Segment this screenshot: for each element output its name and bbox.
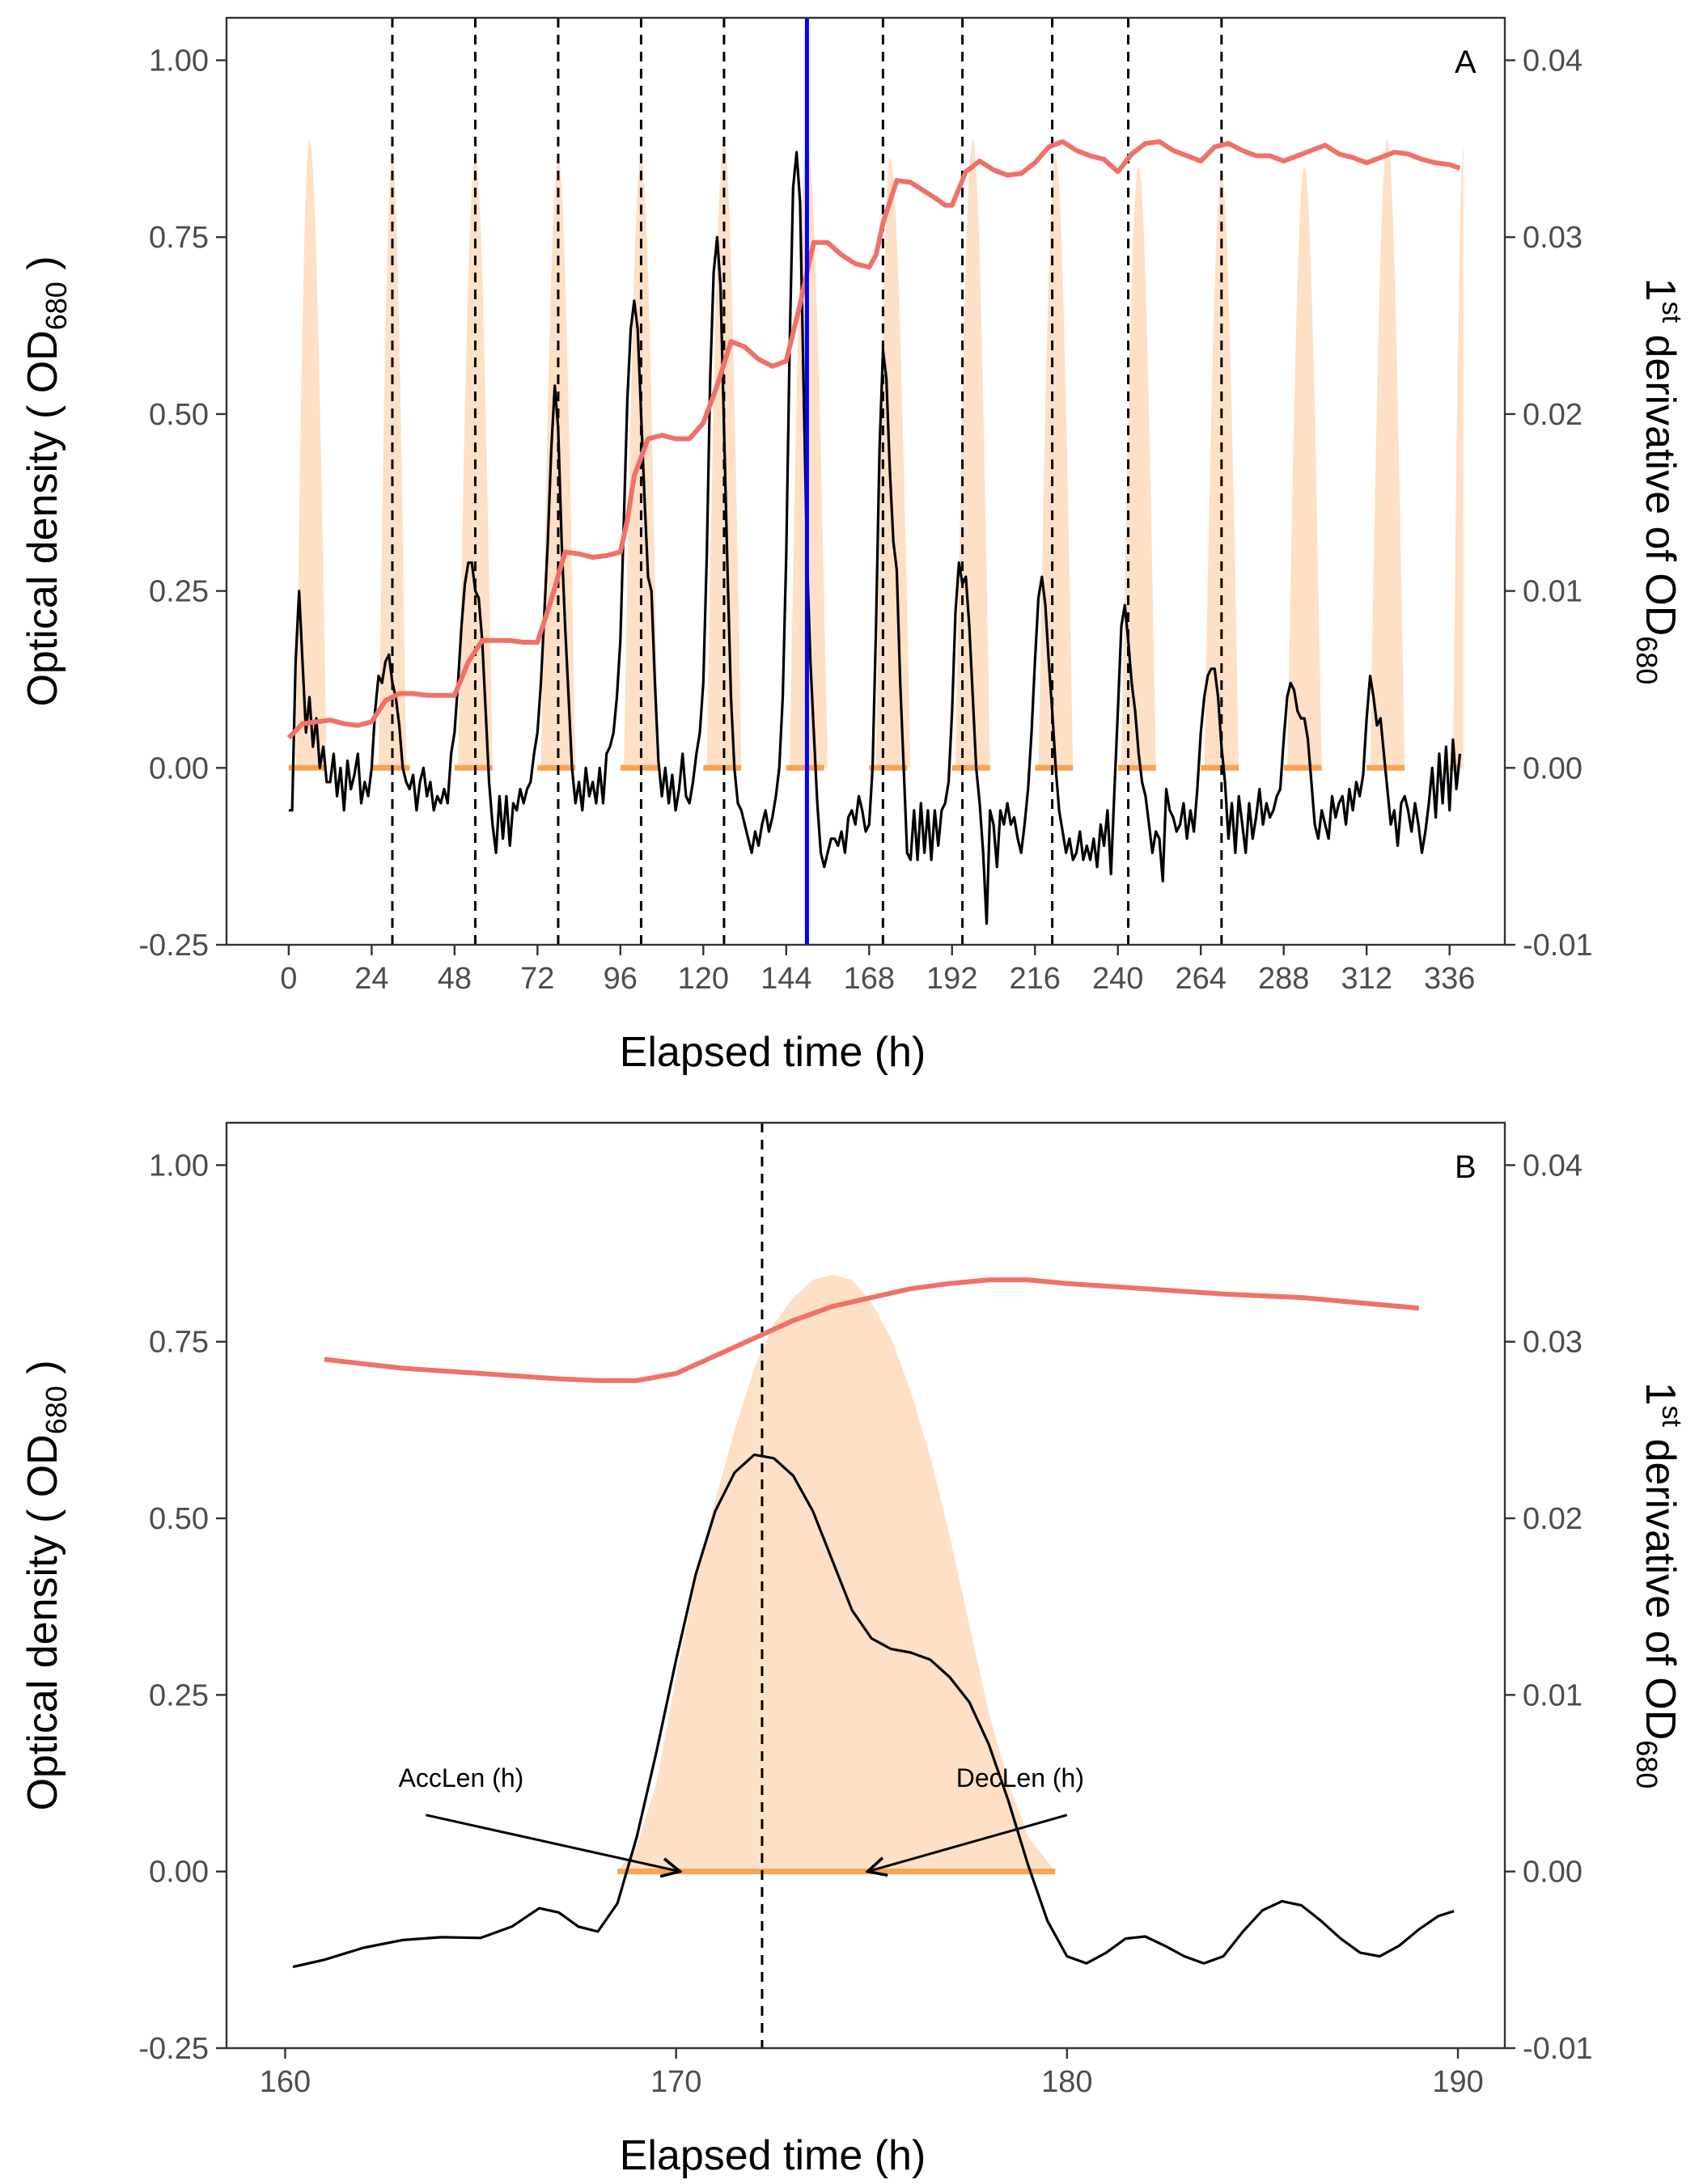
x-axis-title: Elapsed time (h): [620, 2132, 926, 2179]
y-right-tick-label: 0.04: [1523, 1149, 1582, 1183]
y-left-tick-label: 0.25: [149, 575, 209, 609]
y-left-axis-title: Optical density ( OD680 ): [19, 1360, 73, 1810]
x-tick-label: 190: [1432, 2065, 1483, 2099]
x-tick-label: 120: [678, 962, 729, 996]
x-tick-label: 264: [1176, 962, 1227, 996]
y-right-tick-label: 0.01: [1523, 1678, 1582, 1712]
y-right-tick-label: 0.03: [1523, 1326, 1582, 1360]
x-tick-label: 160: [260, 2065, 311, 2099]
y-right-tick-label: 0.00: [1523, 751, 1582, 785]
derivative-peak-13: [1370, 139, 1405, 768]
y-left-tick-label: 0.00: [149, 1856, 209, 1890]
y-right-tick-label: 0.02: [1523, 398, 1582, 432]
y-left-axis-title: Optical density ( OD680 ): [19, 256, 73, 706]
annotation-arrow-0: [426, 1814, 680, 1872]
x-tick-label: 0: [280, 962, 297, 996]
y-right-tick-label: 0.02: [1523, 1502, 1582, 1536]
annotation-label-1: DecLen (h): [956, 1763, 1084, 1792]
panel-frame: [225, 1121, 1506, 2050]
panel-label: B: [1455, 1149, 1477, 1185]
x-tick-label: 24: [354, 962, 388, 996]
y-left-tick-label: 1.00: [149, 1149, 209, 1183]
x-tick-label: 48: [438, 962, 472, 996]
derivative-peak-7: [875, 157, 911, 768]
y-left-tick-label: 0.75: [149, 1326, 209, 1360]
x-tick-label: 72: [520, 962, 554, 996]
red-line: [324, 1277, 1419, 1383]
y-right-axis-title: 1st derivative of OD680: [1630, 1382, 1687, 1789]
x-tick-label: 312: [1341, 962, 1392, 996]
x-tick-label: 180: [1041, 2065, 1092, 2099]
annotation-label-0: AccLen (h): [399, 1763, 524, 1792]
x-tick-label: 144: [761, 962, 811, 996]
annotation-arrow-1: [867, 1814, 1068, 1872]
y-right-axis-title: 1st derivative of OD680: [1630, 278, 1687, 685]
derivative-peak-11: [1204, 175, 1239, 768]
panel-label: A: [1455, 44, 1477, 80]
red-line: [286, 139, 1461, 740]
y-left-tick-label: 0.50: [149, 398, 209, 432]
y-right-tick-label: -0.01: [1523, 929, 1593, 963]
y-right-tick-label: 0.00: [1523, 1856, 1582, 1890]
y-right-tick-label: 0.03: [1523, 221, 1582, 255]
derivative-peak-8: [955, 139, 990, 768]
derivative-peak-14: [1452, 148, 1464, 768]
x-tick-label: 96: [604, 962, 638, 996]
od-line: [292, 1453, 1455, 1969]
x-tick-label: 288: [1258, 962, 1309, 996]
y-right-tick-label: 0.04: [1523, 44, 1582, 78]
panel-frame: [225, 16, 1506, 946]
x-tick-label: 216: [1010, 962, 1061, 996]
y-left-tick-label: -0.25: [138, 929, 209, 963]
y-right-tick-label: 0.01: [1523, 575, 1582, 609]
plot-area: [292, 1123, 1455, 2048]
x-tick-label: 170: [650, 2065, 701, 2099]
y-right-tick-label: -0.01: [1523, 2032, 1593, 2066]
y-left-tick-label: 0.75: [149, 221, 209, 255]
y-left-tick-label: 0.25: [149, 1678, 209, 1712]
x-tick-label: 192: [926, 962, 977, 996]
panel-a: 0 24 48 72 96 120 144 168 192 216 240 264 288 312 336 -…: [19, 16, 1687, 1076]
derivative-peak-10: [1121, 166, 1156, 768]
derivative-peak-0: [295, 139, 327, 768]
x-tick-label: 240: [1092, 962, 1143, 996]
derivative-peak-12: [1286, 166, 1322, 768]
od-line: [288, 150, 1462, 925]
x-axis-title: Elapsed time (h): [620, 1029, 926, 1076]
y-left-tick-label: 0.00: [149, 751, 209, 785]
y-left-tick-label: 1.00: [149, 44, 209, 78]
panel-b: AccLen (h) DecLen (h) 160 170 180 190 -0.25 0.0…: [19, 1121, 1687, 2179]
plot-area: [286, 18, 1464, 945]
y-left-tick-label: -0.25: [138, 2032, 209, 2066]
x-tick-label: 168: [844, 962, 895, 996]
x-tick-label: 336: [1424, 962, 1475, 996]
y-left-tick-label: 0.50: [149, 1502, 209, 1536]
